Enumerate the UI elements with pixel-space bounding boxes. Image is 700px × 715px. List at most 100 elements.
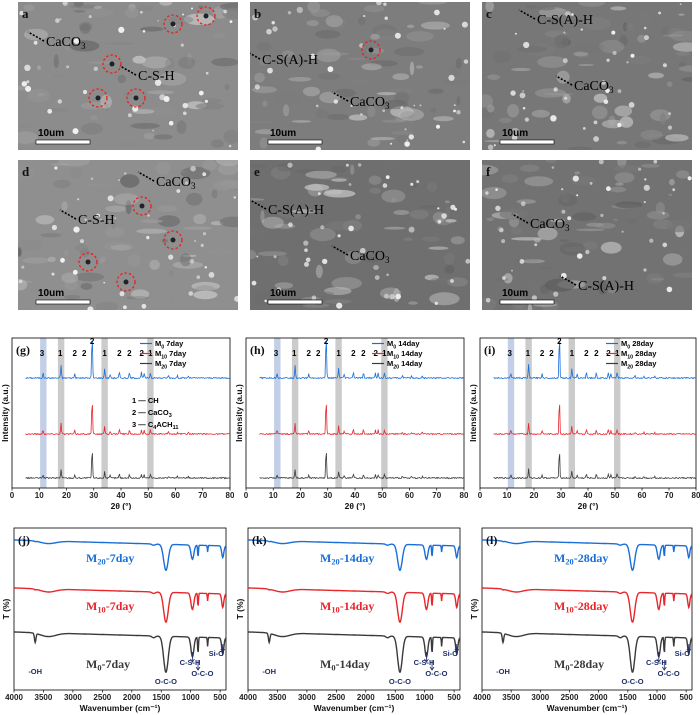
sem-crystal bbox=[152, 129, 155, 132]
sem-texture bbox=[625, 23, 634, 31]
pore-marker bbox=[361, 40, 381, 60]
sem-texture bbox=[485, 2, 494, 13]
sem-texture bbox=[445, 219, 457, 223]
sem-crystal bbox=[495, 205, 501, 211]
sem-crystal bbox=[310, 53, 316, 59]
sem-crystal bbox=[443, 27, 446, 30]
sem-texture bbox=[262, 216, 284, 229]
sem-crystal bbox=[565, 11, 571, 17]
sem-crystal bbox=[127, 113, 132, 118]
x-tick-label: 40 bbox=[584, 491, 593, 500]
sem-texture bbox=[73, 2, 84, 7]
sem-texture bbox=[598, 280, 608, 295]
sem-texture bbox=[18, 59, 23, 67]
phase-label: C-S-H bbox=[138, 69, 175, 84]
sem-texture bbox=[573, 51, 589, 57]
sem-crystal bbox=[196, 275, 201, 279]
sem-crystal bbox=[183, 111, 187, 116]
x-tick-label: 0 bbox=[478, 491, 483, 500]
sem-crystal bbox=[550, 115, 557, 122]
phase-band bbox=[507, 338, 515, 488]
chart-letter: (h) bbox=[250, 343, 265, 357]
sem-crystal bbox=[410, 182, 414, 186]
sem-crystal bbox=[437, 207, 440, 210]
sem-texture bbox=[309, 227, 336, 242]
sem-crystal bbox=[531, 295, 537, 301]
sem-crystal bbox=[394, 32, 401, 39]
sem-crystal bbox=[19, 10, 24, 16]
sem-texture bbox=[672, 272, 692, 278]
x-tick-label: 0 bbox=[244, 491, 249, 500]
sem-texture bbox=[533, 237, 541, 243]
sem-texture bbox=[428, 246, 449, 250]
sem-crystal bbox=[103, 281, 106, 284]
sem-texture bbox=[511, 67, 531, 72]
x-tick-label: 1500 bbox=[152, 693, 170, 702]
sem-texture bbox=[668, 193, 673, 196]
sem-background bbox=[250, 160, 470, 310]
scale-bar-label: 10um bbox=[270, 288, 296, 299]
sem-texture bbox=[52, 74, 65, 78]
sem-texture bbox=[19, 123, 33, 129]
sem-crystal bbox=[51, 272, 55, 276]
sem-crystal bbox=[72, 269, 78, 275]
phase-label: CaCO3 bbox=[574, 79, 614, 95]
peak-label: 2 bbox=[361, 349, 366, 358]
ftir-spectrum-line bbox=[482, 631, 693, 673]
sem-crystal bbox=[495, 188, 498, 191]
ftir-spectrum-line bbox=[14, 539, 227, 571]
x-tick-label: 1500 bbox=[386, 693, 404, 702]
sem-crystal bbox=[551, 166, 555, 169]
sem-crystal bbox=[33, 40, 38, 45]
scale-bar bbox=[499, 139, 555, 145]
sem-crystal bbox=[77, 198, 80, 201]
sem-crystal bbox=[416, 180, 420, 184]
sem-texture bbox=[324, 189, 343, 195]
sem-texture bbox=[492, 50, 512, 64]
phase-band bbox=[525, 338, 532, 488]
sem-crystal bbox=[88, 15, 92, 19]
x-tick-label: 40 bbox=[351, 491, 360, 500]
sem-crystal bbox=[553, 291, 559, 297]
sem-crystal bbox=[567, 216, 572, 221]
sem-texture bbox=[655, 202, 665, 214]
sem-texture bbox=[486, 217, 494, 222]
sem-texture bbox=[516, 45, 548, 53]
sem-texture bbox=[120, 174, 140, 188]
x-tick-label: 2000 bbox=[590, 693, 608, 702]
sem-texture bbox=[18, 131, 38, 144]
peak-label: 2 bbox=[594, 349, 599, 358]
sem-texture bbox=[574, 42, 605, 54]
sem-crystal bbox=[363, 14, 366, 18]
xrd-series-line bbox=[25, 404, 231, 436]
sem-crystal bbox=[499, 228, 504, 233]
x-tick-label: 4000 bbox=[239, 693, 257, 702]
sem-texture bbox=[202, 160, 217, 171]
sem-crystal bbox=[190, 165, 196, 172]
pointer-arrow bbox=[559, 275, 577, 286]
sem-texture bbox=[95, 301, 119, 310]
sem-texture bbox=[315, 109, 329, 119]
y-axis-label: T (%) bbox=[469, 598, 479, 619]
sem-crystal bbox=[523, 41, 530, 49]
spectrum-label: M0-28day bbox=[554, 657, 604, 673]
sem-crystal bbox=[57, 99, 62, 104]
sem-texture bbox=[131, 289, 150, 299]
x-tick-label: 3000 bbox=[531, 693, 549, 702]
sem-texture bbox=[274, 282, 294, 289]
sem-crystal bbox=[146, 235, 150, 240]
panel-letter: b bbox=[254, 6, 261, 21]
spectrum-label: M10-28day bbox=[554, 599, 608, 615]
sem-texture bbox=[63, 40, 73, 51]
band-arrowhead bbox=[661, 666, 667, 671]
pore-marker bbox=[102, 54, 122, 74]
x-axis-label: 2θ (°) bbox=[578, 501, 599, 510]
sem-crystal bbox=[124, 172, 127, 175]
sem-texture bbox=[388, 87, 414, 94]
sem-crystal bbox=[114, 217, 117, 220]
sem-crystal bbox=[168, 120, 174, 126]
sem-texture bbox=[193, 213, 207, 225]
sem-texture bbox=[139, 219, 164, 223]
sem-texture bbox=[178, 56, 196, 69]
sem-texture bbox=[80, 282, 93, 290]
